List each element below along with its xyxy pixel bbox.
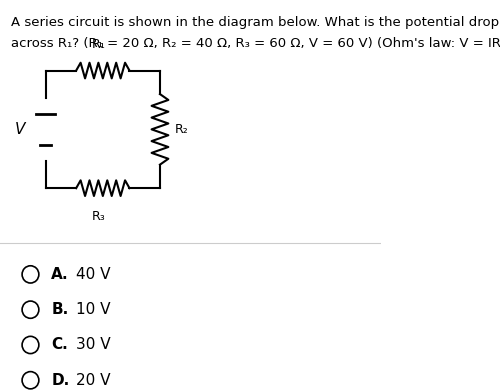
Text: B.: B. [52,302,68,317]
Text: R₁: R₁ [92,38,106,51]
Text: D.: D. [52,373,70,388]
Text: across R₁? (R₁ = 20 Ω, R₂ = 40 Ω, R₃ = 60 Ω, V = 60 V) (Ohm's law: V = IR): across R₁? (R₁ = 20 Ω, R₂ = 40 Ω, R₃ = 6… [12,37,500,50]
Text: R₂: R₂ [175,123,189,136]
Text: A.: A. [52,267,69,282]
Text: 10 V: 10 V [76,302,110,317]
Text: 20 V: 20 V [76,373,110,388]
Text: C.: C. [52,338,68,352]
Text: R₃: R₃ [92,210,106,223]
Text: 40 V: 40 V [76,267,110,282]
Text: V: V [14,122,25,137]
Text: 30 V: 30 V [76,338,111,352]
Text: A series circuit is shown in the diagram below. What is the potential drop: A series circuit is shown in the diagram… [12,16,500,29]
